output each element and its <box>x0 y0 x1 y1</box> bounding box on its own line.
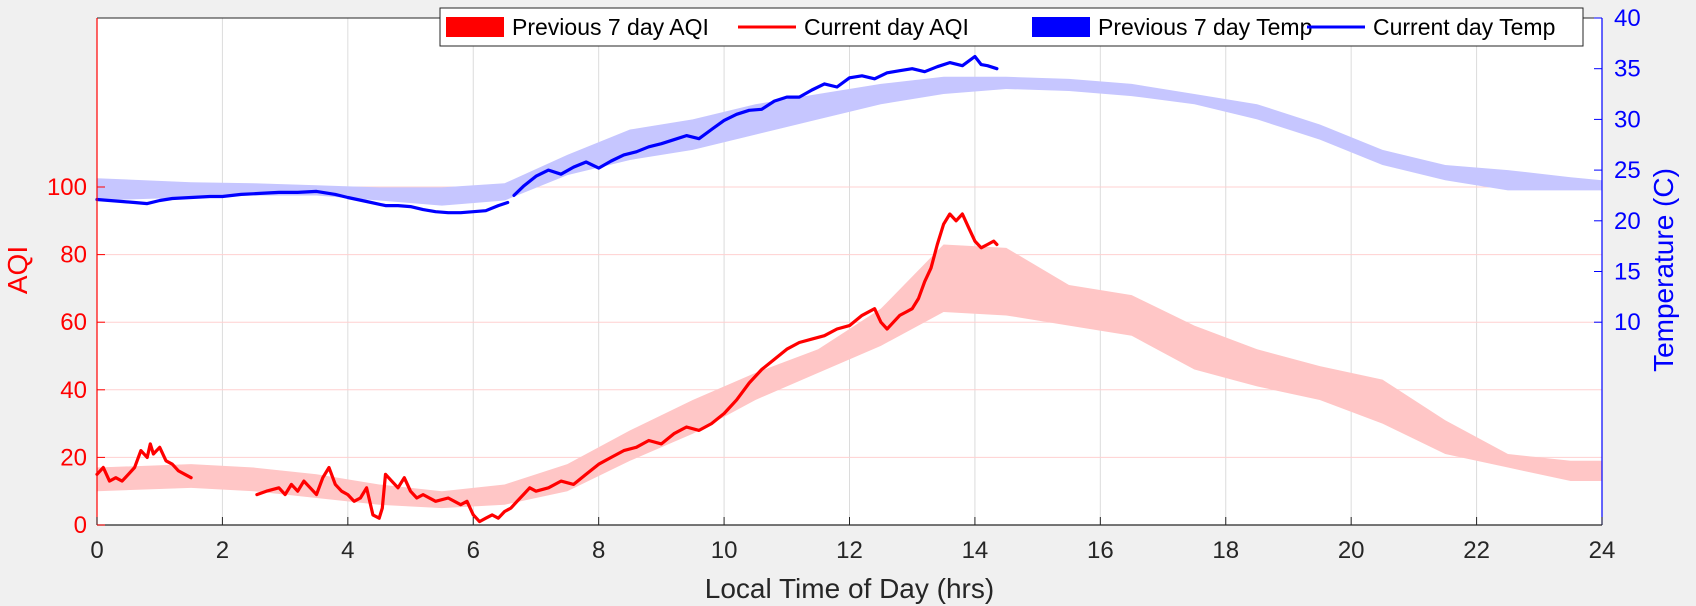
aqi-line <box>255 212 999 524</box>
legend: Previous 7 day AQI Current day AQI Previou… <box>439 7 1584 47</box>
aqi-tick-label: 40 <box>60 377 87 404</box>
x-tick-label: 0 <box>90 537 103 564</box>
aqi-tick-label: 60 <box>60 309 87 336</box>
x-tick-label: 22 <box>1463 537 1490 564</box>
aqi-line <box>95 442 193 483</box>
aqi-tick-label: 0 <box>74 512 87 539</box>
temp-line <box>512 54 999 197</box>
legend-label: Current day AQI <box>804 14 969 40</box>
temp-axis-title: Temperature (C) <box>1648 168 1679 372</box>
bands <box>97 76 1602 509</box>
aqi-tick-label: 80 <box>60 242 87 269</box>
temp-tick-label: 15 <box>1614 259 1641 286</box>
x-axis-title: Local Time of Day (hrs) <box>705 573 994 604</box>
temp-tick-label: 35 <box>1614 56 1641 83</box>
legend-label: Previous 7 day AQI <box>512 14 709 40</box>
x-tick-label: 4 <box>341 537 354 564</box>
axes: 0 2 4 6 8 10 12 14 16 18 20 22 240204060801001015202… <box>2 5 1679 604</box>
aqi-band <box>97 244 1602 509</box>
x-tick-label: 14 <box>962 537 989 564</box>
x-tick-label: 2 <box>216 537 229 564</box>
legend-box <box>439 7 1584 47</box>
series-lines <box>95 54 999 524</box>
x-tick-label: 24 <box>1589 537 1616 564</box>
temp-tick-label: 25 <box>1614 157 1641 184</box>
temp-tick-label: 40 <box>1614 5 1641 32</box>
temp-band <box>97 76 1602 206</box>
x-tick-label: 12 <box>836 537 863 564</box>
x-tick-label: 20 <box>1338 537 1365 564</box>
temp-line <box>95 189 510 215</box>
x-tick-label: 16 <box>1087 537 1114 564</box>
legend-swatch-band <box>1032 17 1090 37</box>
legend-swatch-band <box>446 17 504 37</box>
x-tick-label: 18 <box>1212 537 1239 564</box>
x-tick-label: 8 <box>592 537 605 564</box>
legend-label: Current day Temp <box>1373 14 1555 40</box>
temp-tick-label: 10 <box>1614 309 1641 336</box>
x-tick-label: 6 <box>467 537 480 564</box>
aqi-tick-label: 20 <box>60 444 87 471</box>
legend-label: Previous 7 day Temp <box>1098 14 1312 40</box>
x-tick-label: 10 <box>711 537 738 564</box>
temp-tick-label: 30 <box>1614 106 1641 133</box>
temp-tick-label: 20 <box>1614 208 1641 235</box>
aqi-axis-title: AQI <box>2 246 33 294</box>
aqi-tick-label: 100 <box>47 174 87 201</box>
